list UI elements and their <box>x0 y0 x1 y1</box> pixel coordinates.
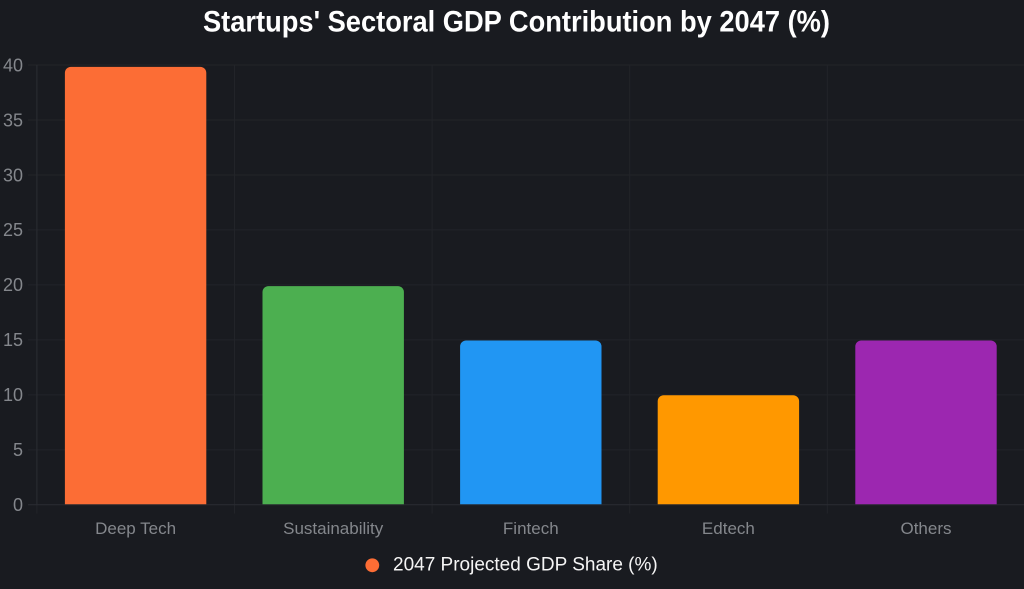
svg-text:Fintech: Fintech <box>503 519 559 538</box>
svg-text:Edtech: Edtech <box>702 519 755 538</box>
svg-text:25: 25 <box>3 220 23 240</box>
svg-text:5: 5 <box>13 440 23 460</box>
svg-text:30: 30 <box>3 165 23 185</box>
svg-text:40: 40 <box>3 55 23 75</box>
svg-text:Others: Others <box>900 519 951 538</box>
svg-text:Startups' Sectoral GDP Contrib: Startups' Sectoral GDP Contribution by 2… <box>203 6 830 39</box>
svg-text:15: 15 <box>3 330 23 350</box>
svg-text:Sustainability: Sustainability <box>283 519 384 538</box>
svg-text:10: 10 <box>3 385 23 405</box>
svg-text:35: 35 <box>3 110 23 130</box>
svg-text:20: 20 <box>3 275 23 295</box>
svg-text:2047 Projected GDP Share (%): 2047 Projected GDP Share (%) <box>393 555 658 576</box>
svg-text:Deep Tech: Deep Tech <box>95 519 176 538</box>
svg-text:0: 0 <box>13 495 23 515</box>
